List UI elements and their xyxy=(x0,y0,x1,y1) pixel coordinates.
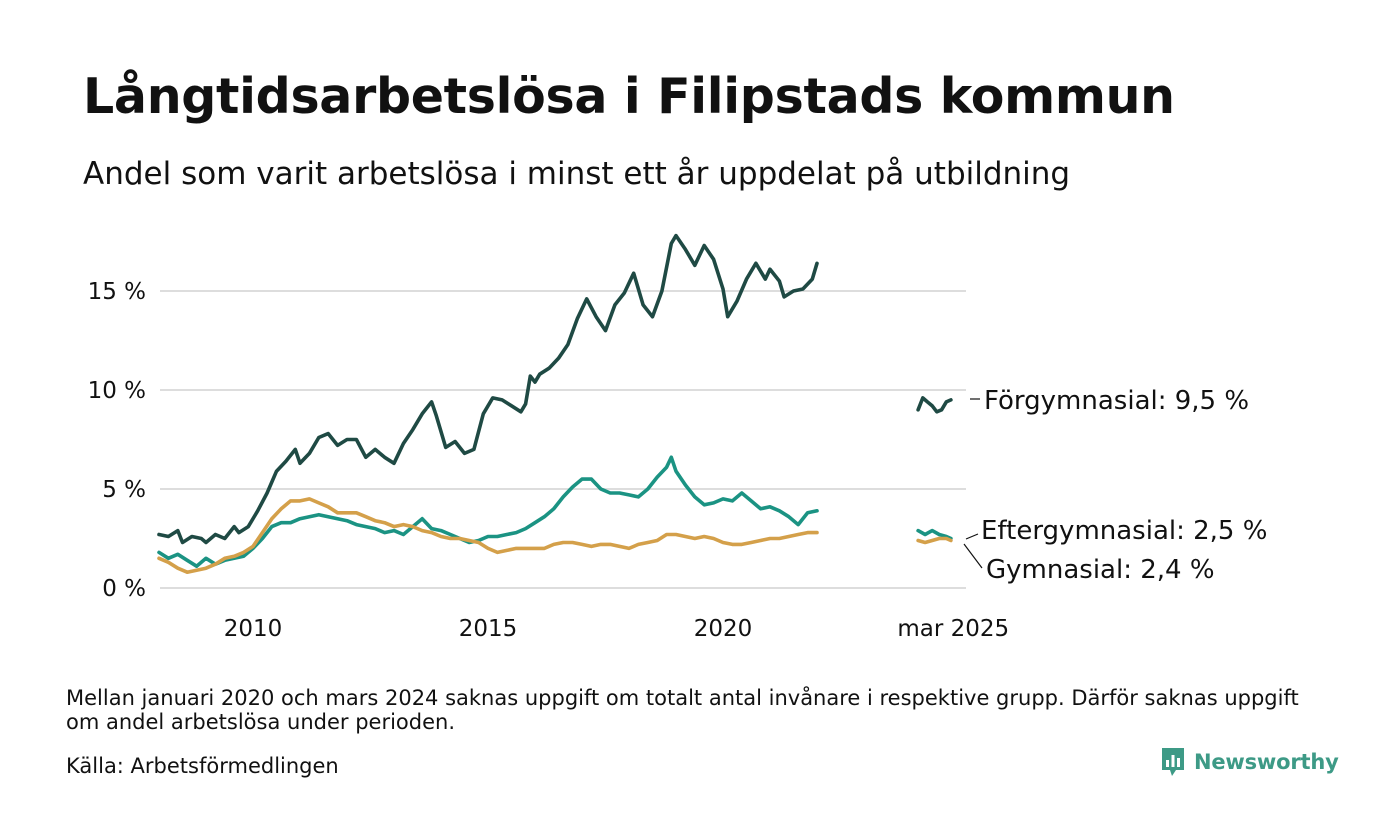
leader-line xyxy=(963,543,983,569)
series-line-gymnasial xyxy=(157,497,819,574)
x-axis-tick-labels: 2010 2015 2020 mar 2025 xyxy=(224,616,1009,642)
series-end-label: Eftergymnasial: 2,5 % xyxy=(981,516,1267,546)
series-line-förgymnasial xyxy=(916,396,953,414)
y-tick-label: 5 % xyxy=(102,477,146,503)
chart-subtitle: Andel som varit arbetslösa i minst ett å… xyxy=(83,156,1071,192)
gridlines xyxy=(160,290,966,589)
series-line-eftergymnasial xyxy=(157,455,819,568)
footnote: Mellan januari 2020 och mars 2024 saknas… xyxy=(66,686,1299,734)
end-labels: Förgymnasial: 9,5 % Eftergymnasial: 2,5 %… xyxy=(963,386,1267,585)
series-line-eftergymnasial xyxy=(916,528,953,541)
series-line-förgymnasial xyxy=(157,233,819,545)
y-tick-label: 0 % xyxy=(102,576,146,602)
series-line-gymnasial xyxy=(916,536,953,545)
y-tick-label: 10 % xyxy=(88,378,146,404)
chart-title: Långtidsarbetslösa i Filipstads kommun xyxy=(83,68,1175,125)
y-axis-tick-labels: 0 % 5 % 10 % 15 % xyxy=(88,279,146,602)
y-tick-label: 15 % xyxy=(88,279,146,305)
x-tick-label: mar 2025 xyxy=(897,616,1009,642)
x-tick-label: 2015 xyxy=(459,616,518,642)
series-end-label: Gymnasial: 2,4 % xyxy=(986,555,1215,585)
brand-logo: Newsworthy xyxy=(1160,746,1339,778)
newsworthy-logo-icon xyxy=(1162,748,1184,776)
x-tick-label: 2010 xyxy=(224,616,283,642)
leader-line xyxy=(965,533,979,540)
brand-name: Newsworthy xyxy=(1194,750,1339,774)
x-tick-label: 2020 xyxy=(694,616,753,642)
series-lines xyxy=(157,233,953,574)
source-text: Källa: Arbetsförmedlingen xyxy=(66,754,339,778)
series-end-label: Förgymnasial: 9,5 % xyxy=(984,386,1249,416)
